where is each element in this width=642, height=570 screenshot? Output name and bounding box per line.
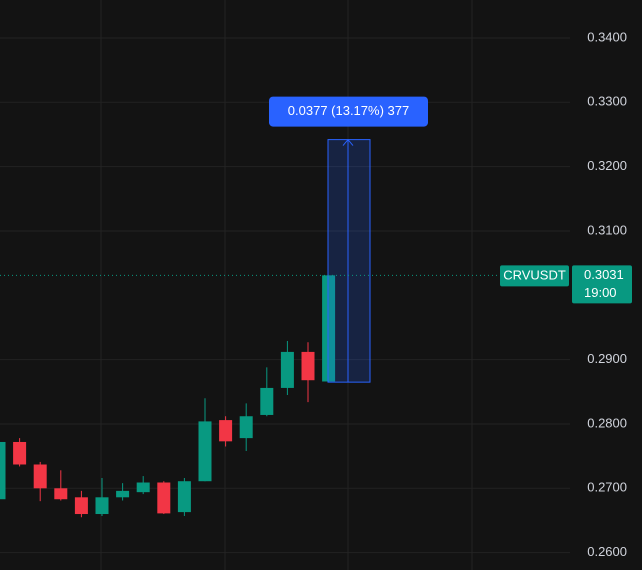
candle-body: [301, 351, 315, 381]
candle-body: [177, 481, 191, 513]
candle-body: [260, 387, 274, 415]
candle-body: [116, 490, 130, 498]
candle-body: [157, 482, 171, 514]
y-tick-label: 0.2700: [587, 480, 627, 495]
y-tick-label: 0.3100: [587, 222, 627, 237]
measure-box: [327, 139, 371, 383]
measure-label: 0.0377 (13.17%) 377: [288, 103, 409, 118]
candle-body: [74, 497, 88, 515]
symbol-tag: CRVUSDT: [503, 267, 566, 282]
candle-body: [13, 441, 27, 465]
price-tag: 0.3031: [584, 267, 624, 282]
y-tick-label: 0.3200: [587, 158, 627, 173]
candle-body: [54, 488, 68, 500]
candle-body: [198, 421, 212, 482]
y-tick-label: 0.3300: [587, 94, 627, 109]
candle-body: [280, 351, 294, 388]
candle-body: [239, 416, 253, 439]
candle-body: [0, 441, 6, 500]
y-tick-label: 0.2800: [587, 415, 627, 430]
y-tick-label: 0.2600: [587, 544, 627, 559]
y-tick-label: 0.2900: [587, 351, 627, 366]
candle-body: [136, 482, 150, 493]
candle-body: [219, 420, 233, 442]
measure-label-bg: [269, 96, 428, 127]
measure-arrowhead: [342, 138, 354, 146]
countdown: 19:00: [584, 285, 617, 300]
candle-body: [322, 275, 336, 382]
candle-body: [33, 464, 47, 489]
candle-body: [95, 497, 109, 515]
y-tick-label: 0.3400: [587, 29, 627, 44]
price-tag-bg: [572, 265, 632, 304]
symbol-tag-bg: [500, 265, 569, 287]
